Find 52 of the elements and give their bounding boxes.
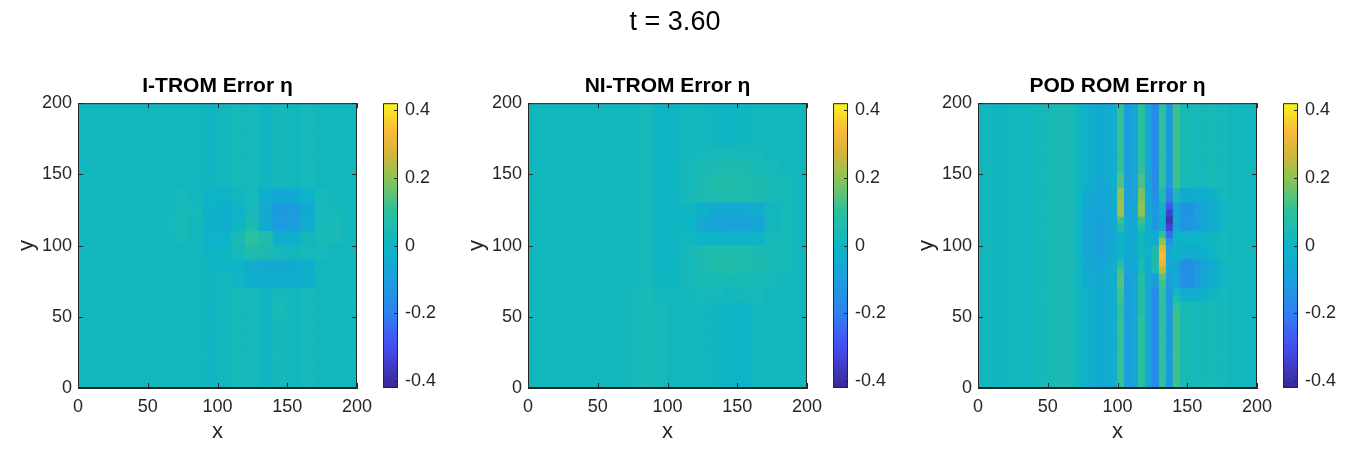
color-bar-label: -0.2 bbox=[855, 302, 887, 323]
x-tick-label: 50 bbox=[587, 395, 608, 416]
x-axis-title: x bbox=[212, 417, 223, 443]
x-tick-label: 50 bbox=[1037, 395, 1058, 416]
x-tick-label: 100 bbox=[1102, 395, 1133, 416]
color-bar-label: 0 bbox=[1305, 235, 1316, 256]
x-tick-label: 150 bbox=[1172, 395, 1203, 416]
y-tick-label: 150 bbox=[491, 163, 522, 184]
color-bar-label: 0.2 bbox=[855, 167, 881, 188]
color-bar-label: 0.4 bbox=[1305, 99, 1331, 120]
y-tick-label: 150 bbox=[41, 163, 72, 184]
chart-title: I-TROM Error η bbox=[142, 73, 293, 97]
y-axis-title: y bbox=[913, 240, 939, 252]
x-tick-label: 200 bbox=[1241, 395, 1273, 416]
y-axis-title: y bbox=[13, 240, 39, 252]
text: t = 3.60 bbox=[629, 6, 721, 37]
color-bar-label: -0.2 bbox=[1305, 302, 1337, 323]
color-bar-label: 0.4 bbox=[855, 99, 881, 120]
x-tick-label: 150 bbox=[272, 395, 303, 416]
y-tick-label: 100 bbox=[41, 234, 72, 255]
x-axis-title: x bbox=[662, 417, 673, 443]
color-bar-label: 0 bbox=[855, 235, 866, 256]
y-axis-title: y bbox=[463, 240, 489, 252]
color-bar-label: -0.4 bbox=[405, 370, 437, 391]
color-bar-label: 0.2 bbox=[405, 167, 431, 188]
x-tick-label: 200 bbox=[341, 395, 373, 416]
y-tick-label: 50 bbox=[951, 305, 972, 326]
y-tick-label: 100 bbox=[941, 234, 972, 255]
y-tick-label: 150 bbox=[941, 163, 972, 184]
chart-title: POD ROM Error η bbox=[1029, 73, 1206, 97]
color-bar-label: 0.4 bbox=[405, 99, 431, 120]
color-bar-label: -0.4 bbox=[855, 370, 887, 391]
x-tick-label: 200 bbox=[791, 395, 823, 416]
color-bar-label: 0 bbox=[405, 235, 416, 256]
y-tick-label: 0 bbox=[961, 376, 972, 397]
color-bar-label: -0.2 bbox=[405, 302, 437, 323]
y-tick-label: 50 bbox=[51, 305, 72, 326]
x-tick-label: 150 bbox=[722, 395, 753, 416]
y-tick-label: 200 bbox=[491, 92, 522, 113]
y-tick-label: 0 bbox=[511, 376, 522, 397]
x-axis-title: x bbox=[1112, 417, 1123, 443]
chart-title: NI-TROM Error η bbox=[584, 73, 751, 97]
y-tick-label: 50 bbox=[501, 305, 522, 326]
color-bar-label: 0.2 bbox=[1305, 167, 1331, 188]
y-tick-label: 100 bbox=[491, 234, 522, 255]
x-tick-label: 50 bbox=[137, 395, 158, 416]
y-tick-label: 0 bbox=[61, 376, 72, 397]
x-tick-label: 100 bbox=[202, 395, 233, 416]
y-tick-label: 200 bbox=[41, 92, 72, 113]
x-tick-label: 100 bbox=[652, 395, 683, 416]
color-bar-label: -0.4 bbox=[1305, 370, 1337, 391]
y-tick-label: 200 bbox=[941, 92, 972, 113]
